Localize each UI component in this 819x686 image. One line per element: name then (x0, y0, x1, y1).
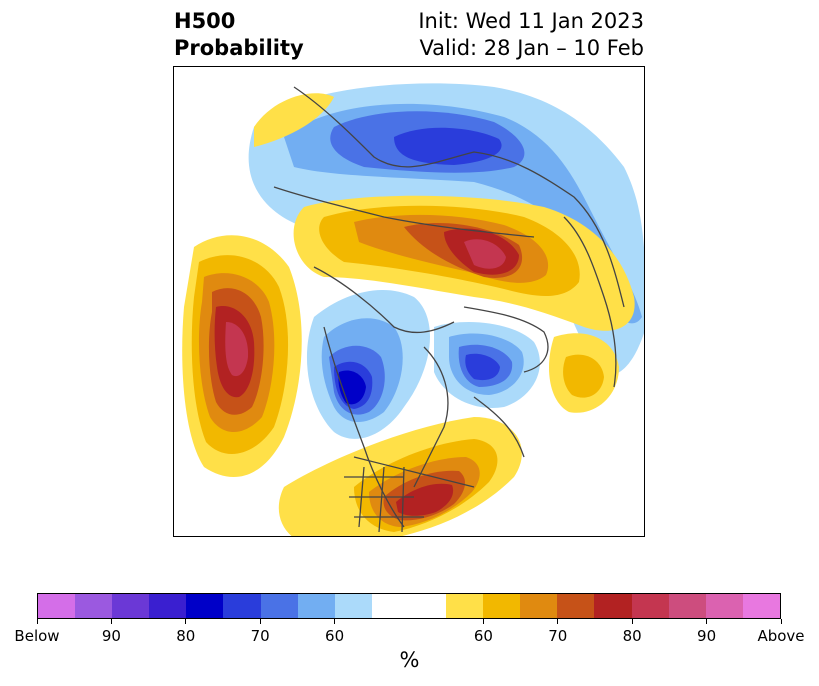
colorbar-bin-below (75, 594, 113, 618)
title-variable: H500 (174, 9, 236, 33)
anomaly-above-nw-small (254, 93, 334, 147)
probability-map (173, 66, 645, 537)
colorbar-tick-label: 60 (325, 627, 345, 645)
colorbar-bin-above (557, 594, 595, 618)
colorbar-bin-below (38, 594, 76, 618)
colorbar-bin-above (594, 594, 632, 618)
colorbar-bin-above (631, 594, 669, 618)
title-product: Probability (174, 36, 304, 60)
colorbar-bin-above (446, 594, 484, 618)
title-valid-range: Valid: 28 Jan – 10 Feb (419, 36, 644, 60)
colorbar-bin-below (297, 594, 335, 618)
colorbar-tick-label: Below (14, 627, 60, 645)
anomaly-above-europe-core (563, 354, 604, 398)
colorbar-tick (36, 619, 38, 624)
colorbar-bin-neutral (408, 594, 447, 618)
anomaly-below-asia (248, 83, 644, 375)
anomaly-below-greenland (434, 322, 540, 408)
colorbar-bin-above (705, 594, 743, 618)
anomaly-below-western-canada (306, 289, 431, 439)
colorbar-bin-above (520, 594, 558, 618)
colorbar-bin-neutral (371, 594, 409, 618)
colorbar-tick (631, 619, 633, 624)
colorbar (37, 593, 781, 619)
colorbar-tick (557, 619, 559, 624)
colorbar-bin-above (483, 594, 521, 618)
colorbar-tick-label: 80 (622, 627, 642, 645)
coastlines (273, 86, 625, 533)
colorbar-bin-above (742, 594, 780, 618)
colorbar-bin-below (186, 594, 224, 618)
colorbar-bin-below (223, 594, 261, 618)
colorbar-tick-label: 70 (548, 627, 568, 645)
colorbar-bin-below (260, 594, 298, 618)
colorbar-tick (482, 619, 484, 624)
colorbar-tick (334, 619, 336, 624)
title-init-date: Init: Wed 11 Jan 2023 (418, 9, 644, 33)
colorbar-tick-label: 60 (473, 627, 493, 645)
colorbar-tick (780, 619, 782, 624)
colorbar-tick-label: Above (757, 627, 805, 645)
colorbar-tick-label: 80 (176, 627, 196, 645)
colorbar-tick-label: 90 (697, 627, 717, 645)
chart-title-left: H500 Probability (174, 8, 304, 62)
colorbar-bin-below (112, 594, 150, 618)
colorbar-ticks: Below 90 80 70 60 60 70 80 90 Above (14, 619, 805, 649)
anomaly-above-siberia (293, 195, 635, 331)
colorbar-bin-below (334, 594, 372, 618)
chart-title-right: Init: Wed 11 Jan 2023 Valid: 28 Jan – 10… (418, 8, 644, 62)
colorbar-tick-label: 90 (101, 627, 121, 645)
colorbar-tick (110, 619, 112, 624)
colorbar-tick-label: 70 (250, 627, 270, 645)
colorbar-bin-above (668, 594, 706, 618)
colorbar-tick (706, 619, 708, 624)
anomaly-above-north-pacific (182, 235, 302, 477)
colorbar-bin-below (149, 594, 187, 618)
map-canvas (182, 83, 644, 536)
colorbar-tick (259, 619, 261, 624)
colorbar-tick (185, 619, 187, 624)
colorbar-unit-label: % (399, 648, 420, 672)
